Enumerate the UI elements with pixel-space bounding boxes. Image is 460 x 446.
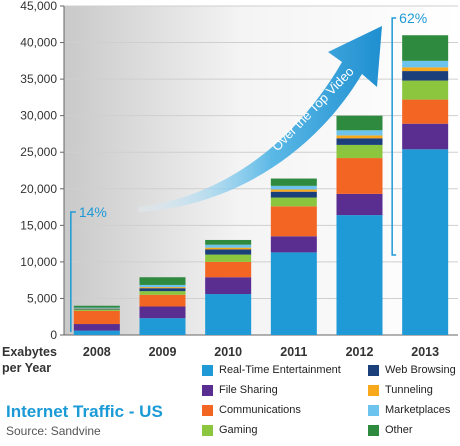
legend-item: Communications — [202, 404, 301, 416]
y-tick-label: 5,000 — [27, 291, 57, 305]
bar-segment-communications — [336, 158, 383, 194]
bar-segment-real-time-entertainment — [205, 294, 252, 335]
x-tick-label: 2009 — [149, 345, 177, 359]
bar-segment-marketplaces — [270, 185, 317, 190]
y-tick-label: 15,000 — [20, 218, 57, 232]
bar-segment-other — [270, 178, 317, 186]
bar-segment-file-sharing — [205, 277, 252, 295]
bar-segment-real-time-entertainment — [336, 215, 383, 335]
legend-swatch — [368, 404, 379, 416]
growth-arrow — [138, 26, 382, 212]
bar-segment-web-browsing — [270, 191, 317, 198]
bar-segment-file-sharing — [73, 324, 120, 331]
bar-segment-real-time-entertainment — [73, 330, 120, 335]
legend-item: Gaming — [202, 424, 258, 436]
end-bracket — [391, 17, 397, 256]
chart-title: Internet Traffic - US — [6, 402, 163, 421]
bar-segment-file-sharing — [270, 236, 317, 253]
bar-segment-other — [336, 115, 383, 131]
bar-segment-real-time-entertainment — [402, 149, 449, 335]
y-tick-label: 20,000 — [20, 182, 57, 196]
legend-item: Tunneling — [368, 384, 433, 396]
bar-segment-file-sharing — [139, 306, 186, 319]
bar-segment-real-time-entertainment — [139, 318, 186, 335]
bar-segment-marketplaces — [336, 130, 383, 136]
bar-segment-tunneling — [336, 135, 383, 139]
bar-segment-communications — [270, 206, 317, 237]
y-tick-label: 0 — [50, 328, 57, 342]
bar-segment-communications — [205, 261, 252, 278]
bar-segment-gaming — [139, 291, 186, 295]
chart-source: Source: Sandvine — [6, 424, 101, 438]
bar-segment-tunneling — [139, 287, 186, 289]
legend-item: Marketplaces — [368, 404, 450, 416]
x-tick-label: 2008 — [83, 345, 111, 359]
bar-segment-marketplaces — [139, 284, 186, 288]
bar-segment-other — [139, 277, 186, 285]
bar-segment-web-browsing — [205, 249, 252, 255]
legend-swatch — [368, 424, 379, 436]
y-tick-label: 25,000 — [20, 145, 57, 159]
bar-segment-communications — [139, 294, 186, 307]
bar-segment-marketplaces — [402, 60, 449, 68]
bar-segment-tunneling — [205, 247, 252, 250]
bar-segment-tunneling — [402, 67, 449, 72]
legend-label: Other — [385, 424, 413, 436]
bar-segment-real-time-entertainment — [270, 252, 317, 335]
bar-segment-web-browsing — [139, 288, 186, 292]
bar-segment-tunneling — [270, 189, 317, 192]
legend-item: File Sharing — [202, 384, 278, 396]
y-tick-label: 45,000 — [20, 0, 57, 13]
legend-label: Communications — [219, 404, 301, 416]
y-tick-label: 10,000 — [20, 255, 57, 269]
legend-swatch — [368, 364, 379, 376]
legend-label: Real-Time Entertainment — [219, 364, 341, 376]
y-axis-label-line-1: Exabytes — [2, 345, 57, 359]
legend-label: Web Browsing — [385, 364, 456, 376]
bar-segment-web-browsing — [73, 308, 120, 310]
legend-item: Real-Time Entertainment — [202, 364, 341, 376]
legend-label: File Sharing — [219, 384, 278, 396]
legend-swatch — [202, 364, 213, 376]
bar-segment-file-sharing — [402, 123, 449, 150]
start-percent-label: 14% — [79, 204, 107, 220]
bar-segment-gaming — [402, 80, 449, 100]
legend-swatch — [202, 424, 213, 436]
y-tick-label: 40,000 — [20, 36, 57, 50]
bar-segment-other — [205, 239, 252, 245]
y-axis-label-line-2: per Year — [2, 361, 52, 375]
x-tick-label: 2013 — [411, 345, 439, 359]
bar-segment-gaming — [205, 254, 252, 262]
y-axis-label: Exabytes per Year — [2, 344, 57, 376]
bar-segment-marketplaces — [205, 244, 252, 248]
end-percent-label: 62% — [399, 10, 427, 26]
bar-segment-web-browsing — [336, 138, 383, 145]
legend-swatch — [368, 384, 379, 396]
start-bracket — [70, 211, 76, 332]
legend-label: Tunneling — [385, 384, 433, 396]
bar-segment-other — [73, 305, 120, 308]
bar-segment-file-sharing — [336, 193, 383, 216]
y-tick-label: 35,000 — [20, 72, 57, 86]
x-tick-label: 2010 — [214, 345, 242, 359]
bar-segment-gaming — [336, 144, 383, 159]
x-tick-label: 2011 — [280, 345, 307, 359]
y-tick-label: 30,000 — [20, 109, 57, 123]
legend-item: Other — [368, 424, 413, 436]
legend-item: Web Browsing — [368, 364, 456, 376]
bar-segment-communications — [402, 99, 449, 124]
legend-label: Gaming — [219, 424, 258, 436]
bar-segment-communications — [73, 310, 120, 325]
bar-segment-gaming — [73, 309, 120, 311]
x-tick-label: 2012 — [346, 345, 374, 359]
bar-segment-gaming — [270, 197, 317, 207]
legend-label: Marketplaces — [385, 404, 451, 416]
legend-swatch — [202, 384, 213, 396]
legend-swatch — [202, 404, 213, 416]
bar-segment-web-browsing — [402, 71, 449, 81]
bar-segment-marketplaces — [73, 307, 120, 309]
bar-segment-other — [402, 35, 449, 61]
